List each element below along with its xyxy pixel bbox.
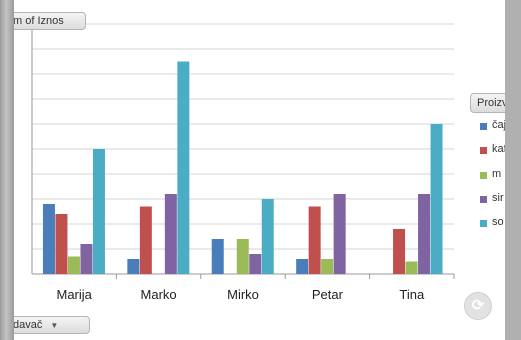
bar-mirko-2 (236, 239, 249, 274)
row-field-button[interactable]: davač ▼ (14, 316, 90, 334)
dropdown-arrow-icon[interactable]: ▼ (50, 321, 59, 330)
bar-mirko-4 (261, 199, 274, 274)
legend-swatch (480, 123, 487, 130)
bar-marija-2 (67, 256, 80, 274)
legend-label: kafa (492, 143, 505, 156)
bar-petar-0 (296, 259, 309, 274)
refresh-icon[interactable]: ⟳ (464, 292, 492, 320)
value-field-button[interactable]: m of Iznos (14, 12, 86, 30)
legend-swatch (480, 147, 487, 155)
legend-label: so (492, 216, 504, 229)
bar-marko-3 (164, 194, 177, 274)
bar-petar-1 (308, 206, 321, 274)
x-tick-label: Petar (312, 287, 344, 302)
bar-tina-3 (418, 194, 431, 274)
chart-area: Marija Marko Mirko Petar Tina m of Iznos Pro… (14, 0, 505, 340)
value-field-label: m of Iznos (14, 15, 64, 27)
x-tick-label: Marija (56, 287, 92, 302)
legend-field-button[interactable]: Proizvod (470, 93, 505, 113)
bar-mirko-3 (249, 254, 262, 274)
bar-marija-0 (42, 204, 55, 274)
bar-tina-4 (430, 124, 443, 274)
legend-swatch (480, 195, 487, 203)
bar-petar-2 (321, 259, 334, 274)
legend-label: sir (492, 191, 504, 204)
bar-tina-1 (393, 229, 406, 274)
legend-field-label: Proizvod (477, 97, 505, 109)
bar-tina-2 (405, 261, 418, 274)
bar-mirko-0 (211, 239, 224, 274)
bar-marko-0 (127, 259, 140, 274)
window-right-edge (505, 0, 521, 340)
bar-marko-1 (139, 206, 152, 274)
legend-swatch (480, 171, 487, 179)
legend-label: m lije (492, 167, 505, 180)
pivot-bar-chart: Marija Marko Mirko Petar Tina (31, 23, 455, 302)
x-tick-label: Tina (399, 287, 425, 302)
bar-marija-4 (92, 149, 105, 274)
bar-marko-4 (177, 61, 190, 274)
x-tick-label: Marko (141, 287, 177, 302)
window-left-edge (0, 0, 14, 340)
legend-swatch (480, 220, 487, 228)
bar-marija-1 (55, 214, 68, 274)
x-tick-label: Mirko (227, 287, 259, 302)
row-field-label: davač (14, 319, 43, 331)
bar-marija-3 (80, 244, 93, 274)
legend-label: čaj (492, 119, 505, 131)
bar-petar-3 (333, 194, 346, 274)
